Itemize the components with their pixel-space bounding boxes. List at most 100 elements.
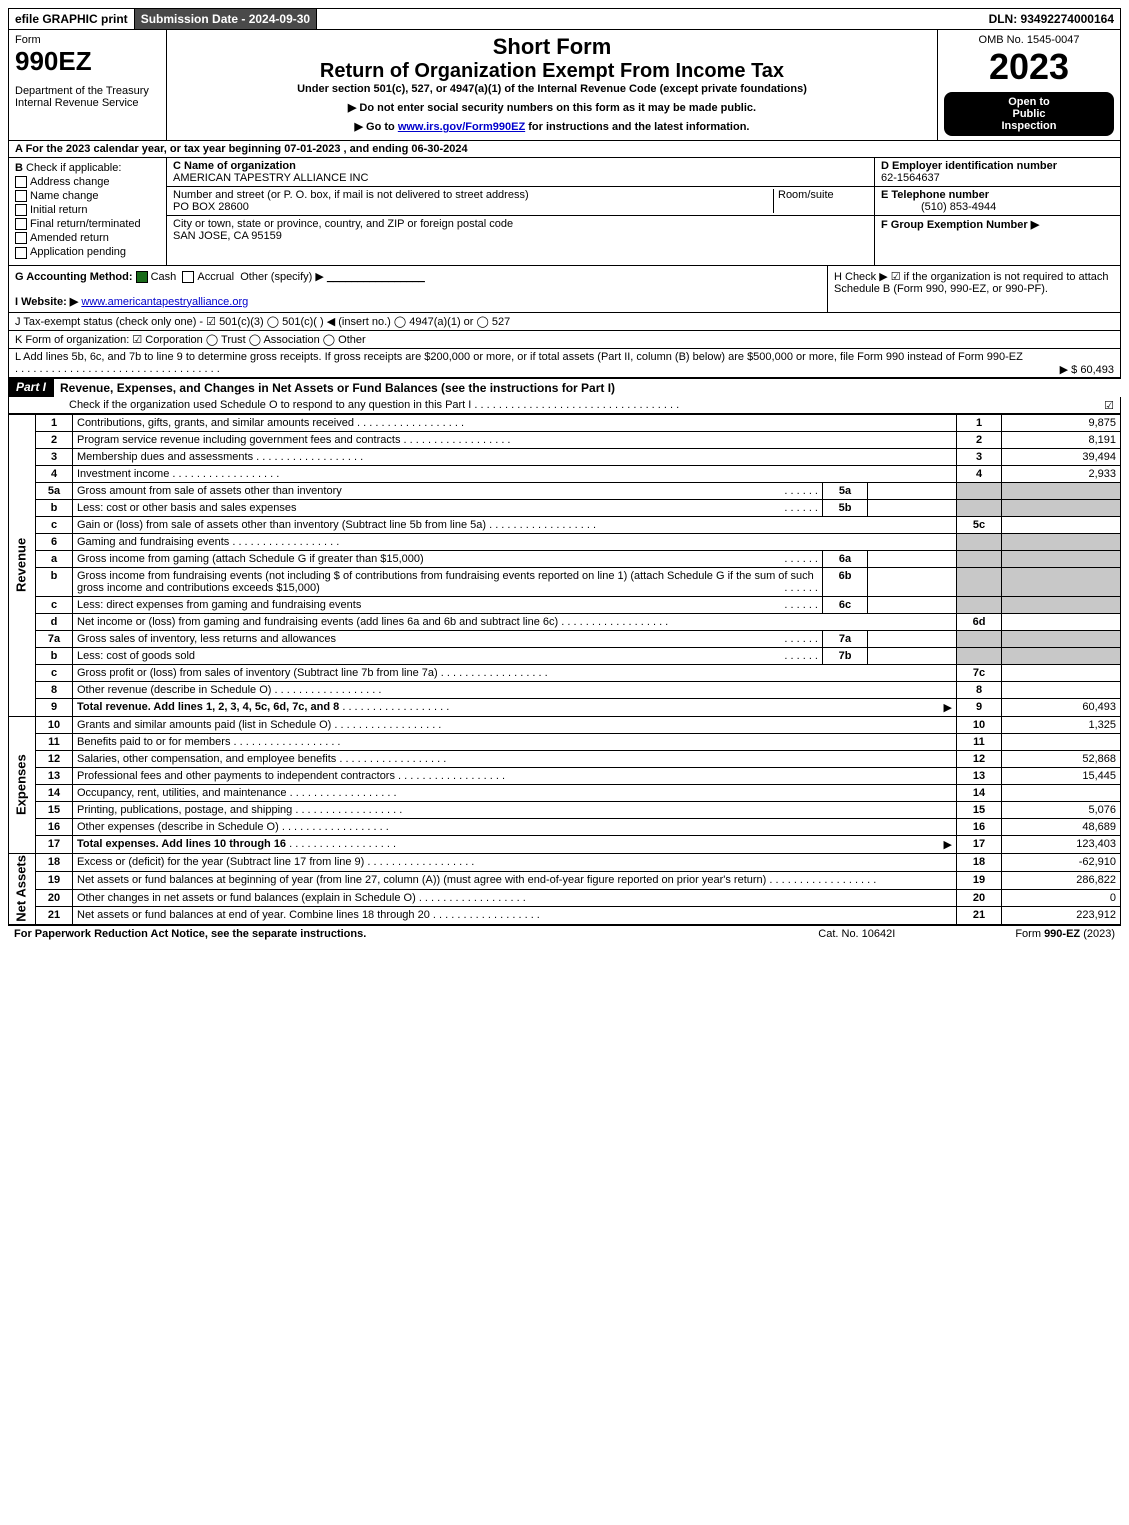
amount: [1002, 681, 1121, 698]
table-row: 4Investment income . . . . . . . . . . .…: [9, 465, 1121, 482]
line-desc: Gaming and fundraising events . . . . . …: [73, 533, 957, 550]
line-number: 11: [36, 733, 73, 750]
result-line-number: 17: [957, 835, 1002, 853]
sub-line-number: 5b: [823, 499, 868, 516]
line-number: d: [36, 613, 73, 630]
org-name: AMERICAN TAPESTRY ALLIANCE INC: [173, 172, 368, 184]
sub-line-number: 7b: [823, 647, 868, 664]
chk-amended-return[interactable]: Amended return: [15, 232, 160, 244]
table-row: 17Total expenses. Add lines 10 through 1…: [9, 835, 1121, 853]
amount: 1,325: [1002, 716, 1121, 733]
phone-value: (510) 853-4944: [881, 201, 996, 213]
d-label: D Employer identification number: [881, 160, 1057, 172]
chk-initial-return[interactable]: Initial return: [15, 204, 160, 216]
line-desc: Professional fees and other payments to …: [73, 767, 957, 784]
sub-amount: [868, 550, 957, 567]
instr-goto-pre: ▶ Go to: [355, 121, 398, 133]
chk-name-change[interactable]: Name change: [15, 190, 160, 202]
result-line-number: 7c: [957, 664, 1002, 681]
addr-value: PO BOX 28600: [173, 201, 249, 213]
sub-amount: [868, 567, 957, 596]
form-header: Form 990EZ Department of the Treasury In…: [8, 30, 1121, 141]
grey-cell: [957, 647, 1002, 664]
grey-cell: [1002, 482, 1121, 499]
line-h: H Check ▶ ☑ if the organization is not r…: [827, 266, 1120, 312]
grey-cell: [957, 596, 1002, 613]
line-desc: Gross profit or (loss) from sales of inv…: [73, 664, 957, 681]
footer-left: For Paperwork Reduction Act Notice, see …: [14, 928, 818, 940]
c-name-block: C Name of organization AMERICAN TAPESTRY…: [167, 158, 874, 187]
line-number: 19: [36, 871, 73, 889]
table-row: 14Occupancy, rent, utilities, and mainte…: [9, 784, 1121, 801]
table-row: Net Assets18Excess or (deficit) for the …: [9, 853, 1121, 871]
line-number: b: [36, 499, 73, 516]
b-subtitle: Check if applicable:: [26, 162, 121, 174]
sub-amount: [868, 499, 957, 516]
amount: 15,445: [1002, 767, 1121, 784]
amount: 52,868: [1002, 750, 1121, 767]
line-desc: Other revenue (describe in Schedule O) .…: [73, 681, 957, 698]
part-i-checkbox[interactable]: ☑: [1104, 399, 1114, 412]
table-row: Expenses10Grants and similar amounts pai…: [9, 716, 1121, 733]
line-number: 17: [36, 835, 73, 853]
chk-final-return[interactable]: Final return/terminated: [15, 218, 160, 230]
result-line-number: 18: [957, 853, 1002, 871]
addr-label: Number and street (or P. O. box, if mail…: [173, 189, 529, 201]
col-def: D Employer identification number 62-1564…: [874, 158, 1120, 265]
line-desc: Net income or (loss) from gaming and fun…: [73, 613, 957, 630]
grey-cell: [957, 550, 1002, 567]
result-line-number: 9: [957, 698, 1002, 716]
chk-cash[interactable]: [136, 271, 148, 283]
line-number: 18: [36, 853, 73, 871]
table-row: bGross income from fundraising events (n…: [9, 567, 1121, 596]
line-number: 16: [36, 818, 73, 835]
result-line-number: 2: [957, 431, 1002, 448]
line-number: 3: [36, 448, 73, 465]
chk-accrual[interactable]: [182, 271, 194, 283]
line-number: 9: [36, 698, 73, 716]
table-row: bLess: cost of goods sold. . . . . .7b: [9, 647, 1121, 664]
line-number: c: [36, 664, 73, 681]
amount: 60,493: [1002, 698, 1121, 716]
table-row: Revenue1Contributions, gifts, grants, an…: [9, 414, 1121, 431]
line-j: J Tax-exempt status (check only one) - ☑…: [8, 313, 1121, 331]
section-label: Net Assets: [9, 853, 36, 925]
sub-amount: [868, 482, 957, 499]
header-right: OMB No. 1545-0047 2023 Open to Public In…: [938, 30, 1120, 140]
page-footer: For Paperwork Reduction Act Notice, see …: [8, 925, 1121, 942]
line-number: c: [36, 596, 73, 613]
line-desc: Contributions, gifts, grants, and simila…: [73, 414, 957, 431]
chk-address-change[interactable]: Address change: [15, 176, 160, 188]
result-line-number: 21: [957, 907, 1002, 925]
line-number: 7a: [36, 630, 73, 647]
amount: [1002, 784, 1121, 801]
part-i-table: Revenue1Contributions, gifts, grants, an…: [8, 414, 1121, 926]
result-line-number: 6d: [957, 613, 1002, 630]
efile-print[interactable]: efile GRAPHIC print: [9, 9, 135, 29]
line-desc: Gross sales of inventory, less returns a…: [73, 630, 823, 647]
result-line-number: 5c: [957, 516, 1002, 533]
result-line-number: 1: [957, 414, 1002, 431]
line-number: 13: [36, 767, 73, 784]
table-row: cLess: direct expenses from gaming and f…: [9, 596, 1121, 613]
line-desc: Gross amount from sale of assets other t…: [73, 482, 823, 499]
sub-amount: [868, 596, 957, 613]
under-section: Under section 501(c), 527, or 4947(a)(1)…: [173, 83, 931, 95]
website-link[interactable]: www.americantapestryalliance.org: [81, 296, 248, 308]
line-number: 21: [36, 907, 73, 925]
amount: 5,076: [1002, 801, 1121, 818]
room-suite-label: Room/suite: [773, 189, 868, 213]
open-to-public: Open to Public Inspection: [944, 92, 1114, 136]
grey-cell: [957, 482, 1002, 499]
line-desc: Other expenses (describe in Schedule O) …: [73, 818, 957, 835]
tax-year: 2023: [944, 46, 1114, 88]
line-number: 14: [36, 784, 73, 801]
result-line-number: 3: [957, 448, 1002, 465]
instr-goto: ▶ Go to www.irs.gov/Form990EZ for instru…: [173, 120, 931, 133]
city-label: City or town, state or province, country…: [173, 218, 513, 230]
line-number: 12: [36, 750, 73, 767]
amount: 0: [1002, 889, 1121, 907]
sub-line-number: 6a: [823, 550, 868, 567]
chk-application-pending[interactable]: Application pending: [15, 246, 160, 258]
irs-link[interactable]: www.irs.gov/Form990EZ: [398, 121, 525, 133]
